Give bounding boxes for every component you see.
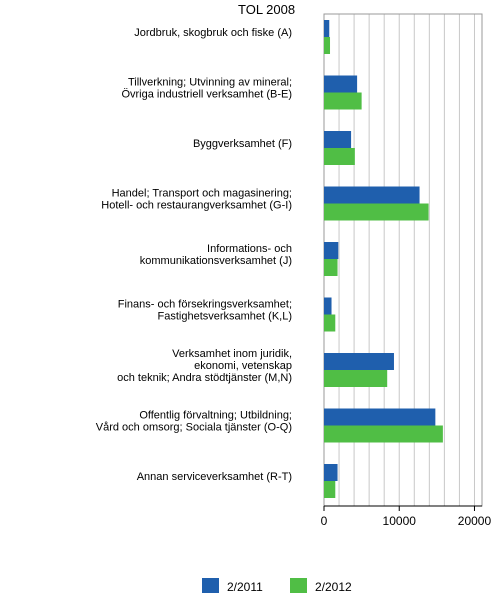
bar-series1 <box>324 353 394 370</box>
category-label: Finans- och försekringsverksamhet; Fastig… <box>118 299 292 323</box>
bar-series1 <box>324 131 352 148</box>
legend: 2/2011 2/2012 <box>202 578 352 594</box>
legend-label: 2/2011 <box>227 580 263 594</box>
category-label: Offentlig förvaltning; Utbildning; Vård o… <box>96 410 292 434</box>
category-label: Handel; Transport och magasinering; Hotel… <box>101 188 292 212</box>
category-label: Informations- och kommunikationsverksamhe… <box>140 243 292 267</box>
bar-series2 <box>324 92 362 110</box>
bar-series1 <box>324 186 420 204</box>
bar-series1 <box>324 75 358 93</box>
legend-swatch <box>290 578 307 593</box>
category-labels: Jordbruk, skogbruk och fiske (A) Tillverk… <box>96 27 292 483</box>
bar-series1 <box>324 242 339 259</box>
category-label: Tillverkning; Utvinning av mineral; Övrig… <box>121 77 292 101</box>
bar-series2 <box>324 314 336 332</box>
x-tick-label: 20000 <box>458 514 492 528</box>
bar-series1 <box>324 464 338 481</box>
legend-swatch <box>202 578 219 593</box>
bar-series2 <box>324 259 338 276</box>
bar-series1 <box>324 297 332 315</box>
category-label: Annan serviceverksamhet (R-T) <box>137 471 292 483</box>
bar-series2 <box>324 203 429 221</box>
x-tick-label: 0 <box>321 514 328 528</box>
category-label: Byggverksamhet (F) <box>193 138 292 150</box>
bar-series2 <box>324 37 331 54</box>
bar-series1 <box>324 20 330 37</box>
bar-series2 <box>324 148 355 165</box>
bar-series1 <box>324 408 436 426</box>
bar-series2 <box>324 481 336 498</box>
bar-series2 <box>324 370 388 387</box>
x-axis: 0 10000 20000 <box>321 505 492 528</box>
chart-title: TOL 2008 <box>238 2 295 17</box>
category-label: Jordbruk, skogbruk och fiske (A) <box>134 27 292 39</box>
bars <box>324 20 443 498</box>
bar-series2 <box>324 425 443 443</box>
x-tick-label: 10000 <box>383 514 417 528</box>
category-label: Verksamhet inom juridik, ekonomi, vetensk… <box>117 348 292 384</box>
legend-label: 2/2012 <box>315 580 352 594</box>
